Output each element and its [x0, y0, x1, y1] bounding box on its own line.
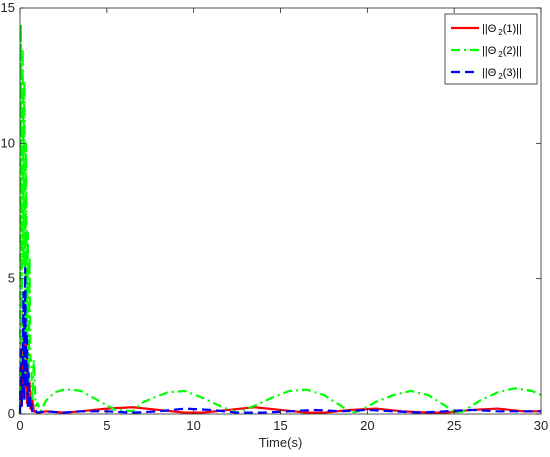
legend-box — [444, 13, 538, 85]
y-tick-label: 10 — [1, 135, 15, 150]
x-tick-label: 30 — [534, 418, 548, 433]
y-tick-label: 15 — [1, 0, 15, 15]
x-tick-label: 10 — [186, 418, 200, 433]
x-tick-label: 25 — [447, 418, 461, 433]
legend-label-2: ||Θ 2(2)|| — [482, 45, 522, 59]
legend[interactable]: ||Θ 2(1)||||Θ 2(2)||||Θ 2(3)|| — [444, 13, 538, 85]
x-tick-label: 20 — [360, 418, 374, 433]
legend-label-tail: (3)|| — [503, 67, 522, 79]
legend-label-tail: (2)|| — [503, 45, 522, 57]
y-axis: 0 5 10 15 — [1, 0, 541, 421]
x-axis: 0 5 10 15 20 25 30 — [16, 8, 548, 433]
legend-label-subscript: 2 — [498, 28, 503, 37]
series-line-3 — [18, 266, 541, 415]
x-tick-label: 0 — [16, 418, 23, 433]
x-axis-label: Time(s) — [259, 435, 303, 450]
series-layer — [18, 23, 542, 415]
x-tick-label: 15 — [273, 418, 287, 433]
legend-label-main: ||Θ — [482, 23, 497, 35]
legend-label-3: ||Θ 2(3)|| — [482, 67, 522, 81]
y-tick-label: 5 — [8, 271, 15, 286]
legend-label-tail: (1)|| — [503, 23, 522, 35]
legend-label-1: ||Θ 2(1)|| — [482, 23, 522, 37]
legend-label-subscript: 2 — [498, 72, 503, 81]
y-tick-label: 0 — [8, 406, 15, 421]
series-line-2 — [18, 23, 542, 415]
x-tick-label: 5 — [103, 418, 110, 433]
legend-label-subscript: 2 — [498, 50, 503, 59]
legend-label-main: ||Θ — [482, 45, 497, 57]
legend-label-main: ||Θ — [482, 67, 497, 79]
